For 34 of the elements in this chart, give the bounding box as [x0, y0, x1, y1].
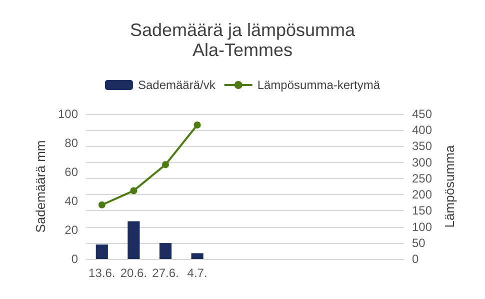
y2-tick-label: 0 [412, 252, 419, 266]
y-tick-label: 80 [64, 136, 78, 150]
bar [191, 253, 204, 259]
y2-axis-title: Lämpösumma [442, 144, 457, 228]
y-tick-label: 100 [58, 107, 78, 121]
legend-label: Sademäärä/vk [138, 78, 216, 92]
point [98, 201, 106, 208]
chart-subtitle: Ala-Temmes [192, 40, 293, 60]
y2-tick-label: 150 [412, 204, 432, 218]
x-tick-label: 27.6. [152, 266, 179, 280]
y2-tick-label: 400 [412, 123, 432, 138]
y2-tick-label: 450 [412, 107, 432, 121]
x-tick-label: 20.6. [120, 266, 148, 280]
y2-tick-label: 300 [412, 155, 432, 170]
y2-tick-label: 350 [412, 139, 432, 154]
y-tick-label: 40 [64, 194, 78, 208]
y2-tick-label: 200 [412, 188, 432, 202]
point [162, 161, 169, 168]
x-tick-label: 13.6. [88, 266, 116, 280]
legend-label: Lämpösumma-kertymä [257, 78, 380, 92]
chart-title: Sademäärä ja lämpösumma [130, 20, 356, 40]
point [194, 121, 201, 128]
y2-tick-label: 250 [412, 171, 432, 186]
bar [128, 221, 140, 259]
bar [96, 244, 108, 259]
y-axis-title: Sademäärä mm [33, 140, 48, 233]
y-tick-label: 60 [64, 165, 78, 179]
y2-tick-label: 50 [412, 236, 426, 250]
point [130, 187, 138, 194]
x-tick-label: 4.7. [187, 266, 208, 280]
y2-tick-label: 100 [412, 220, 432, 234]
y-tick-label: 0 [71, 252, 78, 266]
bar [159, 243, 172, 259]
y-tick-label: 20 [64, 223, 78, 237]
